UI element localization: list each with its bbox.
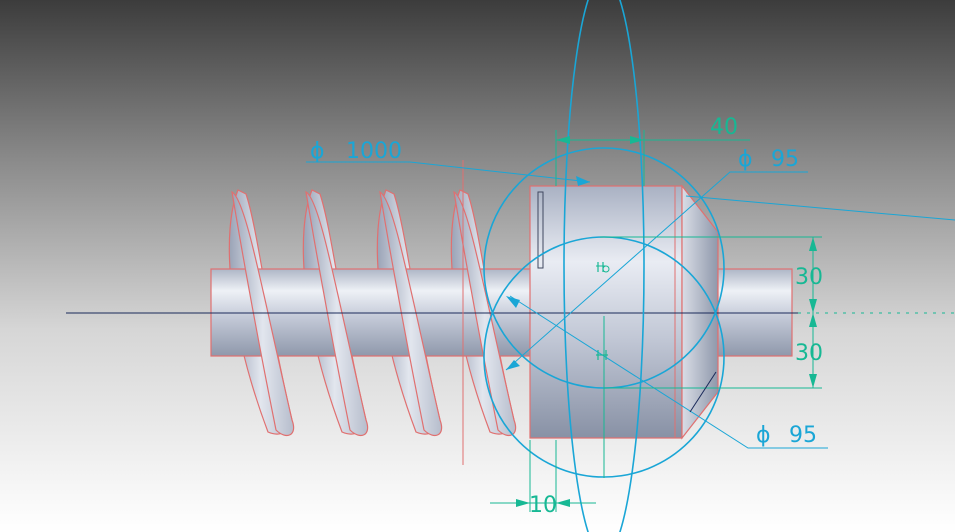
edge-marker <box>689 371 717 413</box>
cylinder-body <box>529 185 683 439</box>
leader-dia-95-bottom <box>509 295 828 449</box>
arrow-dia-95b <box>506 360 520 370</box>
leader-ellipse-extend <box>685 195 955 221</box>
arrow-40-left <box>556 136 570 144</box>
perpendicular-constraint-icon <box>596 350 608 360</box>
dim-dia-95-top-value[interactable]: 95 <box>771 147 799 172</box>
arrow-40-right <box>630 136 644 144</box>
large-ellipse-sketch[interactable] <box>563 0 645 532</box>
arrow-30-top <box>809 237 817 251</box>
flight-front-faces <box>231 190 517 437</box>
arrow-30-mid-down <box>809 313 817 327</box>
dim-dia-95-bottom-value[interactable]: 95 <box>789 423 817 448</box>
dim-length-40[interactable]: 40 <box>710 115 738 140</box>
leader-dia-1000 <box>306 161 591 183</box>
dim-dia-1000-value[interactable]: 1000 <box>346 139 402 164</box>
dim-height-30-bottom[interactable]: 30 <box>795 341 823 366</box>
arrow-30-mid-up <box>809 299 817 313</box>
dimension-lines <box>306 130 955 512</box>
parallel-constraint-icon <box>596 262 610 273</box>
constraint-markers <box>596 262 717 413</box>
arrow-30-bottom <box>809 374 817 388</box>
arrow-10-right <box>556 499 570 507</box>
arrow-10-left <box>516 499 530 507</box>
dim-dia-95-bottom-symbol[interactable]: ϕ <box>756 423 771 448</box>
dim-dia-95-top-symbol[interactable]: ϕ <box>738 147 753 172</box>
keyway-slot <box>537 191 544 269</box>
leader-dia-95-top <box>505 171 808 371</box>
dim-dia-1000-symbol[interactable]: ϕ <box>310 139 325 164</box>
cylinder-chamfer <box>681 184 719 440</box>
arrow-dia-95 <box>506 296 520 308</box>
screw-model[interactable] <box>210 184 793 440</box>
centerlines <box>66 160 955 465</box>
arrow-dia-1000 <box>576 176 590 186</box>
dim-length-10[interactable]: 10 <box>529 493 557 518</box>
dimension-labels[interactable]: ϕ 1000 ϕ 95 ϕ 95 40 30 30 10 <box>310 115 823 518</box>
dim-height-30-top[interactable]: 30 <box>795 265 823 290</box>
